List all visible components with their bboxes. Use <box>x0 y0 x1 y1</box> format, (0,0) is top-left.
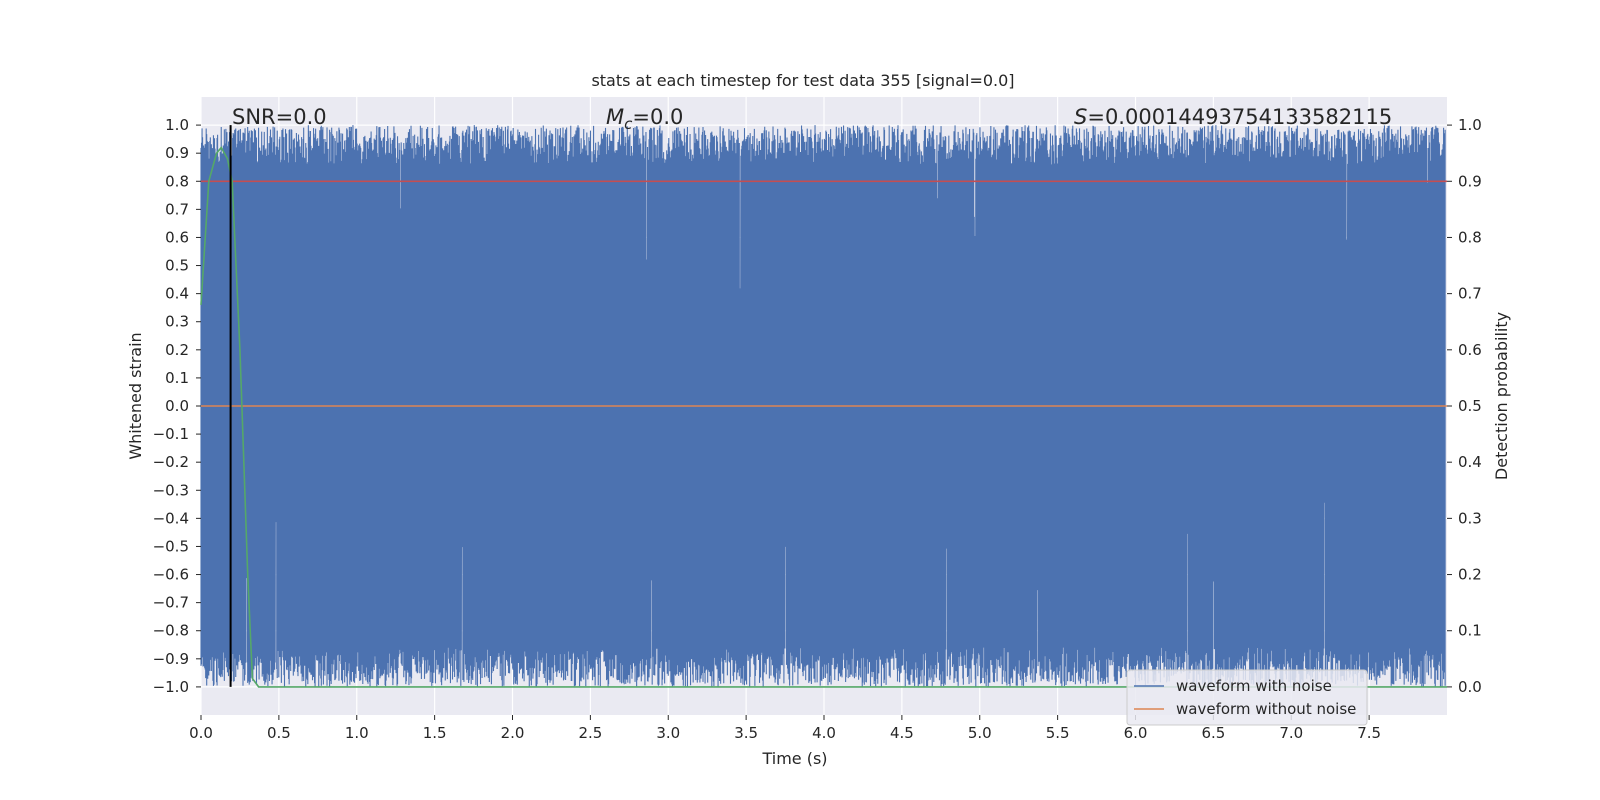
left-tick-label: 1.0 <box>165 116 189 134</box>
s-symbol: S <box>1074 105 1087 129</box>
left-tick-label: 0.9 <box>165 144 189 162</box>
x-tick-label: 5.5 <box>1046 724 1070 742</box>
right-tick-label: 0.7 <box>1458 285 1482 303</box>
right-tick-label: 0.3 <box>1458 509 1482 527</box>
left-tick-label: 0.5 <box>165 257 189 275</box>
chirp-mass-subscript: c <box>624 115 633 133</box>
x-tick-label: 3.0 <box>656 724 680 742</box>
left-axis: 1.0 0.9 0.8 0.7 0.6 0.5 0.4 0.3 0.2 0.1 0.0 −0.1 −0.… <box>153 116 201 696</box>
left-tick-label: 0.0 <box>165 397 189 415</box>
right-tick-label: 0.8 <box>1458 228 1482 246</box>
series-waveform-with-noise <box>200 125 1446 687</box>
x-tick-label: 7.0 <box>1279 724 1303 742</box>
chart-title: stats at each timestep for test data 355… <box>591 71 1014 90</box>
left-tick-label: 0.2 <box>165 341 189 359</box>
left-tick-label: −0.1 <box>153 425 189 443</box>
left-tick-label: −0.7 <box>153 594 189 612</box>
series-detection-probability <box>200 146 1447 688</box>
chirp-mass-annotation: Mc=0.0 <box>606 105 683 133</box>
chirp-mass-value: =0.0 <box>632 105 683 129</box>
left-tick-label: 0.4 <box>165 285 189 303</box>
right-y-axis-label: Detection probability <box>1492 312 1511 480</box>
x-tick-label: 2.0 <box>501 724 525 742</box>
right-tick-label: 0.9 <box>1458 172 1482 190</box>
legend-label-without-noise: waveform without noise <box>1176 700 1356 718</box>
x-axis: 0.0 0.5 1.0 1.5 2.0 2.5 3.0 3.5 4.0 4.5 5.0 5.5 6.0 6… <box>189 715 1381 742</box>
right-tick-label: 0.0 <box>1458 678 1482 696</box>
left-tick-label: −0.2 <box>153 453 189 471</box>
left-tick-label: 0.3 <box>165 313 189 331</box>
legend-label-with-noise: waveform with noise <box>1176 677 1332 695</box>
right-tick-label: 1.0 <box>1458 116 1482 134</box>
chirp-mass-symbol: M <box>606 105 624 129</box>
plot-area <box>200 97 1447 715</box>
left-tick-label: 0.7 <box>165 200 189 218</box>
x-tick-label: 4.5 <box>890 724 914 742</box>
left-tick-label: −0.5 <box>153 537 189 555</box>
x-tick-label: 6.5 <box>1201 724 1225 742</box>
s-value: =0.00014493754133582115 <box>1087 105 1392 129</box>
left-tick-label: −0.4 <box>153 509 189 527</box>
x-axis-label: Time (s) <box>761 749 827 768</box>
right-tick-label: 0.5 <box>1458 397 1482 415</box>
x-tick-label: 1.0 <box>345 724 369 742</box>
left-tick-label: −0.6 <box>153 566 189 584</box>
left-tick-label: −0.9 <box>153 650 189 668</box>
x-tick-label: 7.5 <box>1357 724 1381 742</box>
snr-annotation: SNR=0.0 <box>232 105 327 129</box>
x-tick-label: 0.0 <box>189 724 213 742</box>
left-tick-label: 0.6 <box>165 228 189 246</box>
x-tick-label: 4.0 <box>812 724 836 742</box>
right-axis: 1.0 0.9 0.8 0.7 0.6 0.5 0.4 0.3 0.2 0.1 0.0 <box>1447 116 1482 696</box>
left-tick-label: −1.0 <box>153 678 189 696</box>
x-tick-label: 5.0 <box>968 724 992 742</box>
x-tick-label: 1.5 <box>423 724 447 742</box>
x-tick-label: 2.5 <box>578 724 602 742</box>
right-tick-label: 0.4 <box>1458 453 1482 471</box>
right-tick-label: 0.6 <box>1458 341 1482 359</box>
legend-box <box>1126 669 1368 726</box>
x-tick-label: 0.5 <box>267 724 291 742</box>
left-y-axis-label: Whitened strain <box>126 332 145 459</box>
legend: waveform with noise waveform without noi… <box>1126 669 1368 726</box>
x-tick-label: 3.5 <box>734 724 758 742</box>
x-tick-label: 6.0 <box>1124 724 1148 742</box>
left-tick-label: 0.1 <box>165 369 189 387</box>
left-tick-label: −0.3 <box>153 481 189 499</box>
s-annotation: S=0.00014493754133582115 <box>1074 105 1392 129</box>
right-tick-label: 0.2 <box>1458 566 1482 584</box>
left-tick-label: 0.8 <box>165 172 189 190</box>
left-tick-label: −0.8 <box>153 622 189 640</box>
right-tick-label: 0.1 <box>1458 622 1482 640</box>
